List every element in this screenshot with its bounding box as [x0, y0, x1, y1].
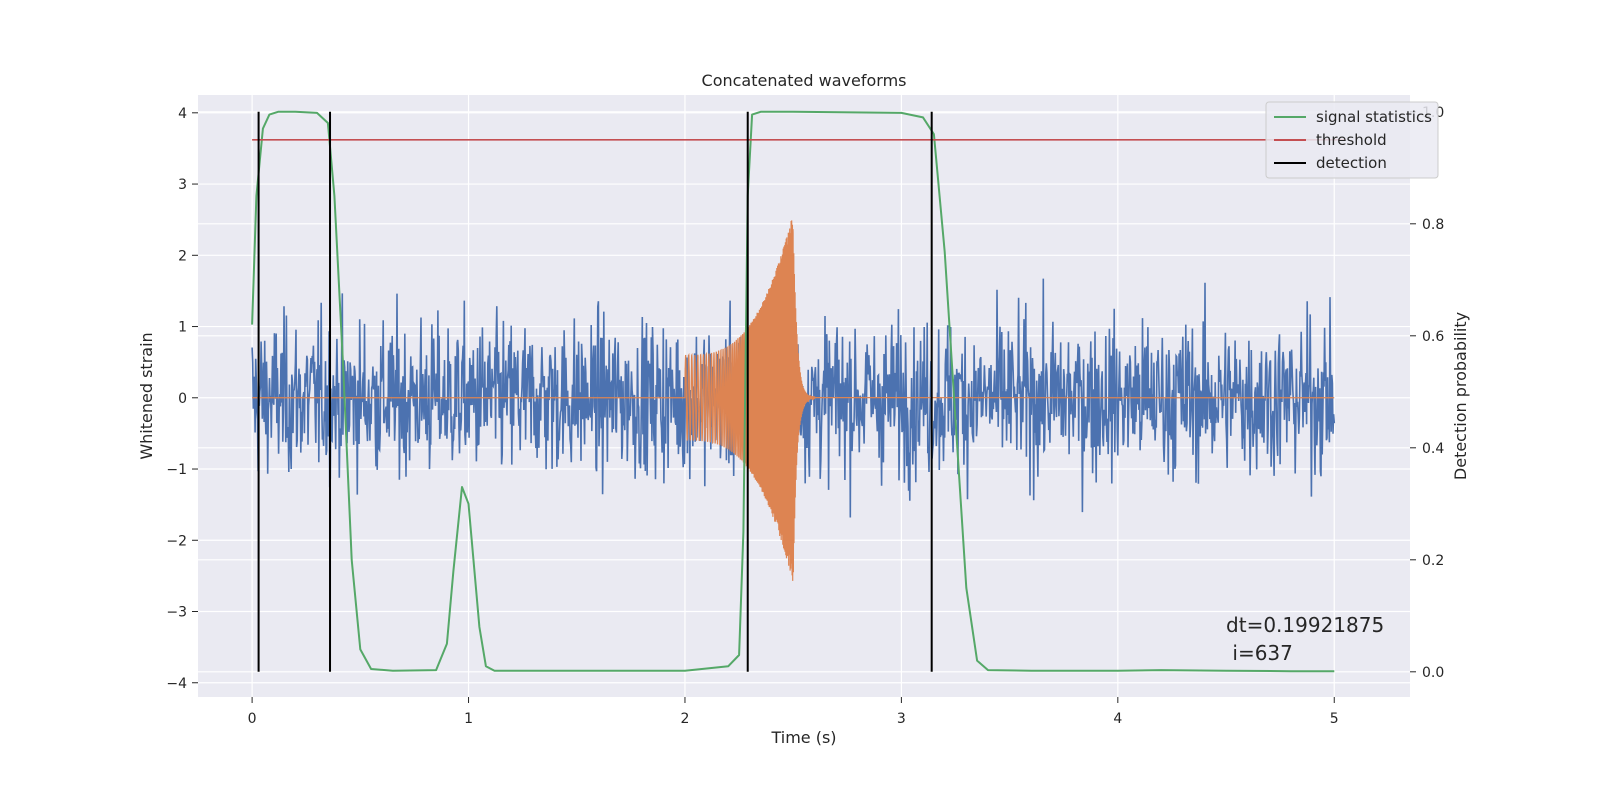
y2-axis-label: Detection probability [1451, 312, 1470, 480]
x-tick-label: 0 [248, 711, 257, 727]
y-tick-label: −2 [166, 533, 187, 549]
x-tick-label: 3 [897, 711, 906, 727]
y2-tick-label: 0.0 [1422, 665, 1444, 681]
dt-annotation: dt=0.19921875 i=637 [1226, 613, 1384, 665]
y-tick-label: 3 [178, 177, 187, 193]
y-tick-label: 0 [178, 391, 187, 407]
y-axis-label: Whitened strain [137, 332, 156, 459]
legend-box [1265, 101, 1439, 179]
legend-label: threshold [1316, 131, 1387, 149]
legend-label: signal statistics [1316, 108, 1432, 126]
y-tick-label: −4 [166, 676, 187, 692]
annotation-line-dt: dt=0.19921875 [1226, 613, 1384, 637]
y-axis-ticks: −4 −3 −2 −1 0 1 2 3 4 [166, 106, 198, 692]
legend-label: detection [1316, 154, 1387, 172]
annotation-line-i: i=637 [1226, 641, 1293, 665]
y2-tick-label: 0.2 [1422, 553, 1444, 569]
y-tick-label: 2 [178, 248, 187, 264]
chart-title: Concatenated waveforms [702, 71, 907, 90]
legend-items: signal statistics threshold detection [1274, 108, 1432, 172]
injected-signal-line [252, 220, 1335, 581]
y-tick-label: −3 [166, 605, 187, 621]
y-tick-label: 4 [178, 106, 187, 122]
x-tick-label: 4 [1113, 711, 1122, 727]
detection-probability-series [251, 110, 1346, 673]
y2-tick-label: 0.6 [1422, 329, 1444, 345]
x-axis-label: Time (s) [770, 728, 836, 747]
x-axis-ticks: 0 1 2 3 4 5 [248, 697, 1339, 727]
x-tick-label: 2 [681, 711, 690, 727]
x-tick-label: 1 [464, 711, 473, 727]
y2-tick-label: 0.8 [1422, 217, 1444, 233]
y-tick-label: −1 [166, 462, 187, 478]
injected-signal-series [252, 220, 1335, 581]
legend: signal statistics threshold detection [1265, 101, 1439, 179]
y2-tick-label: 0.4 [1422, 441, 1444, 457]
y-tick-label: 1 [178, 320, 187, 336]
grid-lines [198, 95, 1410, 697]
x-tick-label: 5 [1330, 711, 1339, 727]
